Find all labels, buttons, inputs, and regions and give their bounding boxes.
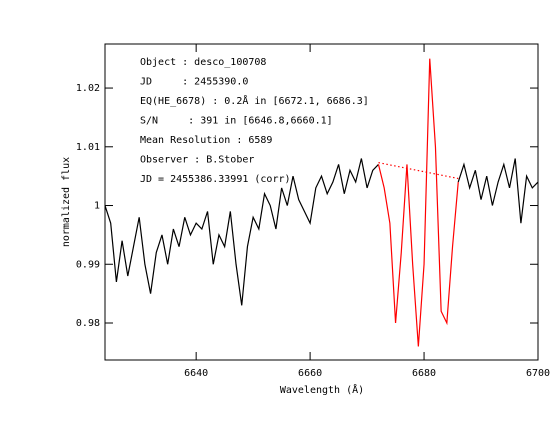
annotation: EQ(HE_6678) : 0.2Å in [6672.1, 6686.3] <box>140 94 369 107</box>
annotation: Mean Resolution : 6589 <box>140 135 272 146</box>
x-tick-label: 6660 <box>298 368 322 379</box>
plot-frame <box>104 43 539 361</box>
x-tick-label: 6680 <box>412 368 436 379</box>
y-tick-label: 1 <box>94 201 100 212</box>
y-tick-label: 1.01 <box>76 142 100 153</box>
spectrum-line <box>104 158 539 306</box>
annotation: S/N : 391 in [6646.8,6660.1] <box>140 116 333 127</box>
y-tick-label: 0.98 <box>76 318 100 329</box>
spectrum-line <box>377 58 459 347</box>
y-tick-label: 1.02 <box>76 83 100 94</box>
continuum-line <box>378 162 459 180</box>
annotation: Observer : B.Stober <box>140 155 254 166</box>
annotation: JD : 2455390.0 <box>140 77 248 88</box>
annotation: Object : desco_100708 <box>140 57 266 68</box>
annotation: JD = 2455386.33991 (corr) <box>140 174 291 185</box>
x-tick-label: 6700 <box>526 368 550 379</box>
y-axis-label: normalized flux <box>61 157 72 247</box>
x-axis-label: Wavelength (Å) <box>280 383 364 396</box>
y-tick-label: 0.99 <box>76 259 100 270</box>
x-tick-label: 6640 <box>184 368 208 379</box>
